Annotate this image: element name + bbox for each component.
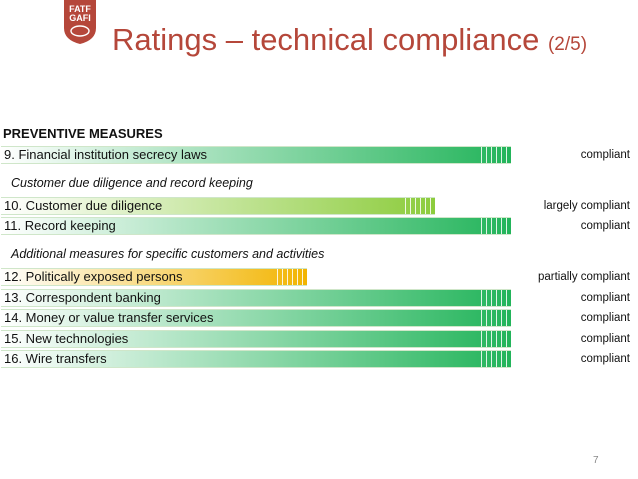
- rating-bar-stripes: [273, 269, 307, 285]
- rating-bar: [1, 268, 307, 286]
- svg-text:FATF: FATF: [69, 4, 91, 14]
- rating-bar: [1, 309, 511, 327]
- rating-bar-stripes: [477, 147, 511, 163]
- recommendation-label: 13. Correspondent banking: [4, 290, 161, 305]
- rating-bar: [1, 197, 435, 215]
- rating-value: largely compliant: [543, 200, 630, 212]
- slide-page-indicator: (2/5): [547, 34, 588, 55]
- rating-bar: [1, 217, 511, 235]
- rating-value: compliant: [580, 149, 630, 161]
- recommendation-label: 12. Politically exposed persons: [4, 269, 183, 284]
- slide-title: Ratings – technical compliance (2/5): [112, 22, 587, 58]
- slide-title-text: Ratings – technical compliance: [112, 22, 540, 57]
- recommendation-label: 16. Wire transfers: [4, 351, 107, 366]
- rating-bar-stripes: [401, 198, 435, 214]
- rating-row: 13. Correspondent banking compliant: [0, 289, 638, 307]
- recommendation-label: 9. Financial institution secrecy laws: [4, 147, 208, 162]
- rating-row: 11. Record keeping compliant: [0, 217, 638, 235]
- page-number: 7: [593, 455, 599, 466]
- rating-row: 15. New technologies compliant: [0, 330, 638, 348]
- rating-bar: [1, 350, 511, 368]
- rating-bar-stripes: [477, 331, 511, 347]
- rating-bar-stripes: [477, 290, 511, 306]
- rating-row: 12. Politically exposed persons partially…: [0, 268, 638, 286]
- recommendation-label: 11. Record keeping: [4, 218, 116, 233]
- rating-value: compliant: [580, 333, 630, 345]
- rating-value: compliant: [580, 353, 630, 365]
- section-heading: PREVENTIVE MEASURES: [3, 126, 163, 141]
- subheading-cdd: Customer due diligence and record keepin…: [11, 176, 253, 190]
- fatf-logo: FATF GAFI: [64, 0, 96, 44]
- rating-row: 10. Customer due diligence largely compli…: [0, 197, 638, 215]
- rating-value: compliant: [580, 312, 630, 324]
- recommendation-label: 15. New technologies: [4, 331, 129, 346]
- rating-row: 9. Financial institution secrecy laws com…: [0, 146, 638, 164]
- rating-bar: [1, 146, 511, 164]
- rating-bar: [1, 330, 511, 348]
- rating-value: partially compliant: [537, 271, 630, 283]
- rating-row: 16. Wire transfers compliant: [0, 350, 638, 368]
- rating-value: compliant: [580, 292, 630, 304]
- rating-bar: [1, 289, 511, 307]
- rating-bar-stripes: [477, 351, 511, 367]
- rating-value: compliant: [580, 220, 630, 232]
- svg-text:GAFI: GAFI: [69, 13, 91, 23]
- rating-bar-stripes: [477, 218, 511, 234]
- rating-bar-stripes: [477, 310, 511, 326]
- recommendation-label: 14. Money or value transfer services: [4, 310, 214, 325]
- subheading-additional-measures: Additional measures for specific custome…: [11, 247, 325, 261]
- rating-row: 14. Money or value transfer services comp…: [0, 309, 638, 327]
- recommendation-label: 10. Customer due diligence: [4, 198, 163, 213]
